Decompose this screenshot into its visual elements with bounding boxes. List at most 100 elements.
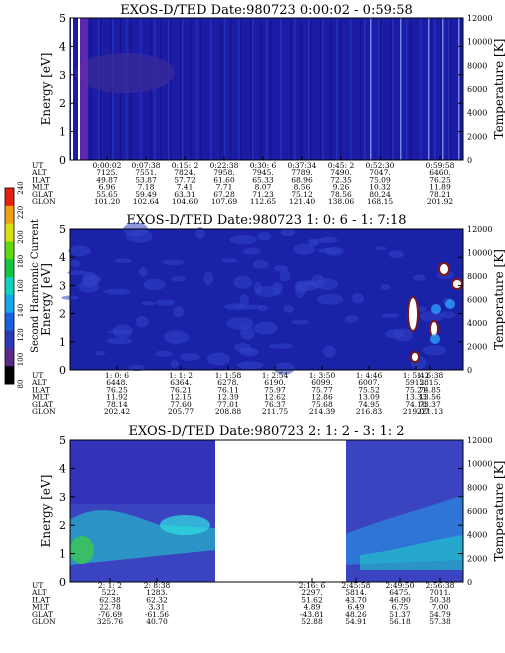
cell-blob — [112, 324, 133, 338]
stripe — [290, 18, 292, 160]
orbit-value: 6190. — [264, 378, 285, 387]
y-tick-label: 5 — [59, 434, 66, 447]
colorbar-swatch — [5, 294, 14, 314]
stripe-bright — [458, 18, 460, 160]
y-tick-label: 3 — [59, 491, 66, 504]
stripe — [76, 18, 78, 160]
orbit-row-label: ILAT — [32, 595, 50, 604]
cell-blob — [317, 293, 344, 305]
orbit-value: 6007. — [358, 378, 379, 387]
cell-blob — [279, 269, 291, 282]
cell-blob — [206, 352, 231, 366]
stripe — [232, 18, 234, 160]
orbit-value: 49.87 — [96, 175, 118, 184]
orbit-value: 78.21 — [429, 190, 450, 199]
stripe — [260, 18, 262, 160]
orbit-value: 201.92 — [427, 197, 453, 206]
colorbar-tick-label: 100 — [17, 353, 25, 366]
orbit-value: -43.81 — [300, 610, 324, 619]
cyan-spot — [430, 334, 440, 344]
orbit-value: 6099. — [311, 378, 332, 387]
stripe — [246, 18, 248, 160]
stripe — [252, 18, 254, 160]
stripe — [222, 18, 224, 160]
orbit-value: 75.09 — [369, 175, 391, 184]
stripe — [192, 18, 194, 160]
orbit-value: 1283. — [146, 588, 167, 597]
orbit-value: 75.68 — [311, 400, 333, 409]
orbit-value: 112.65 — [250, 197, 276, 206]
y2-tick-label: 2000 — [467, 343, 487, 352]
stripe — [392, 18, 394, 160]
stripe — [360, 18, 362, 160]
stripe — [378, 18, 380, 160]
orbit-value: 7.18 — [138, 183, 155, 192]
y2-tick-label: 8000 — [467, 61, 487, 70]
stripe — [180, 18, 182, 160]
stripe — [208, 18, 210, 160]
hot-spot — [431, 322, 437, 336]
colorbar-swatch — [5, 205, 14, 225]
colorbar-label: Second Harmonic Current — [30, 219, 41, 353]
y2-tick-label: 0 — [467, 366, 472, 375]
colorbar: 80 100 120 140 160 180 200 220 240 Second Harmoni… — [4, 181, 41, 388]
cell-blob — [375, 246, 387, 251]
y2-tick-label: 12000 — [467, 436, 492, 445]
stripe — [352, 18, 354, 160]
orbit-row-label: GLON — [32, 617, 56, 626]
stripe — [402, 18, 404, 160]
cell-blob — [233, 275, 253, 289]
stripe-bright — [370, 18, 372, 160]
y-tick-label: 4 — [59, 40, 66, 53]
cell-blob — [162, 259, 186, 266]
stripe — [88, 18, 90, 160]
orbit-value: 76.21 — [170, 385, 191, 394]
orbit-row-label: GLON — [32, 197, 56, 206]
stripe — [248, 18, 250, 160]
orbit-value: 54.91 — [345, 617, 366, 626]
cyan-band — [360, 535, 463, 570]
y2-tick-label: 2000 — [467, 132, 487, 141]
stripe — [292, 18, 294, 160]
orbit-value: 0:45: 2 — [328, 161, 355, 170]
cell-blob — [323, 345, 336, 358]
stripe — [450, 18, 452, 160]
stripe — [320, 18, 322, 160]
stripe — [340, 18, 342, 160]
orbit-value: 68.96 — [291, 175, 313, 184]
stripe — [194, 18, 196, 160]
stripe — [278, 18, 280, 160]
cell-blob — [103, 288, 132, 295]
stripe — [436, 18, 438, 160]
y2-tick-label: 4000 — [467, 319, 487, 328]
stripe — [236, 18, 238, 160]
cell-blob — [155, 299, 176, 306]
cell-blob — [180, 353, 201, 361]
stripe — [390, 18, 392, 160]
orbit-value: 1: 6:38 — [417, 371, 444, 380]
orbit-value: 0:52:30 — [366, 161, 395, 170]
orbit-value: 7490. — [330, 168, 351, 177]
colorbar-swatch — [5, 366, 14, 385]
stripe — [94, 18, 96, 160]
y2-tick-label: 0 — [467, 578, 472, 587]
stripe — [284, 18, 286, 160]
panel-title: EXOS-D/TED Date:980723 1: 0: 6 - 1: 7:18 — [126, 213, 406, 228]
orbit-value: 65.33 — [252, 175, 274, 184]
orbit-value: 51.37 — [389, 610, 411, 619]
stripe — [336, 18, 338, 160]
stripe — [350, 18, 352, 160]
orbit-value: 6475. — [389, 588, 410, 597]
stripe — [270, 18, 272, 160]
stripe — [330, 18, 332, 160]
stripe — [416, 18, 418, 160]
stripe — [206, 18, 208, 160]
orbit-value: 53.87 — [135, 175, 157, 184]
stripe — [446, 18, 448, 160]
stripe — [454, 18, 456, 160]
cell-blob — [68, 245, 91, 257]
stripe — [304, 18, 306, 160]
stripe — [358, 18, 360, 160]
orbit-value: 76.11 — [217, 385, 238, 394]
stripe — [272, 18, 274, 160]
